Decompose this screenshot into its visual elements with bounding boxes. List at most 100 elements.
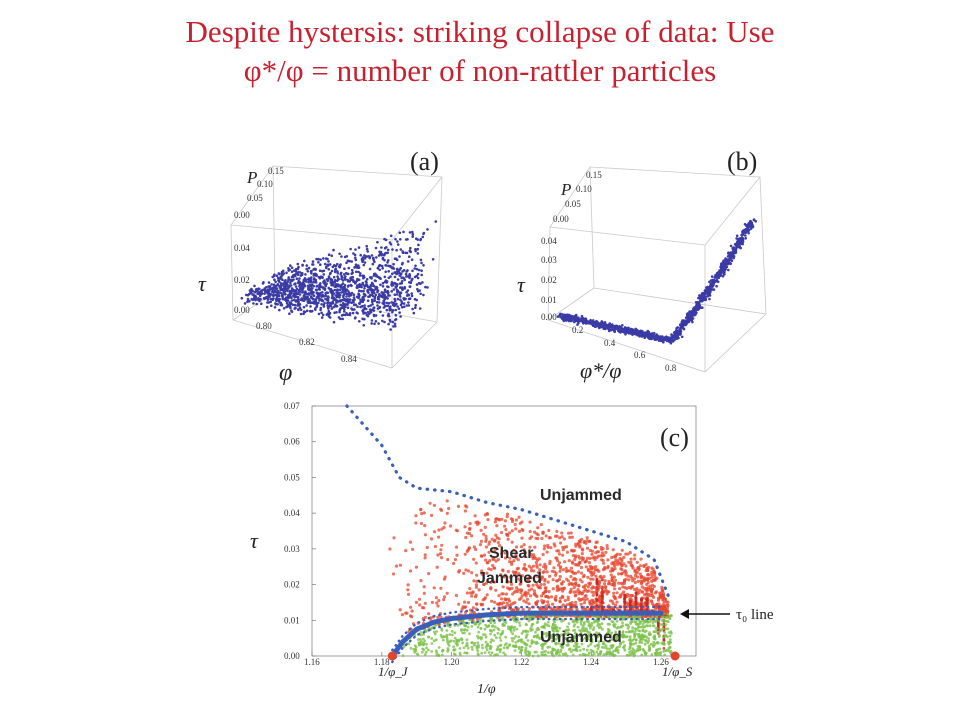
panel-c-red-point: [602, 575, 606, 579]
panel-a-point: [294, 269, 298, 273]
panel-c-red-point: [541, 570, 545, 575]
panel-c-red-point: [600, 551, 605, 555]
panel-c-red-point: [514, 518, 519, 522]
panel-c-red-point: [449, 524, 453, 528]
panel-c-red-point: [643, 593, 647, 597]
panel-a-point: [386, 285, 389, 288]
panel-b-point: [686, 312, 689, 315]
panel-c-red-point: [473, 514, 477, 518]
panel-a-point: [386, 251, 390, 255]
panel-a-point: [257, 298, 260, 302]
panel-c-green-point: [464, 624, 468, 628]
panel-a-point: [275, 274, 279, 278]
panel-c-green-point: [576, 625, 580, 629]
panel-c-green-point: [452, 645, 455, 649]
panel-b-point: [708, 297, 711, 301]
panel-c-red-point: [519, 596, 523, 600]
panel-c-red-point: [551, 587, 555, 591]
panel-c-red-point: [535, 582, 539, 587]
panel-c-red-point: [555, 579, 559, 583]
panel-a-point: [365, 278, 369, 281]
panel-c-green-point: [595, 631, 598, 635]
panel-c-red-point: [398, 563, 402, 567]
panel-b-x-label: φ*/φ: [580, 358, 621, 383]
panel-b-p-tick: 0.10: [576, 184, 592, 194]
panel-a-point: [393, 302, 397, 306]
panel-a-point: [379, 283, 382, 287]
panel-c-red-point: [578, 560, 582, 564]
panel-c-red-point: [634, 597, 638, 601]
panel-a-point: [395, 293, 399, 296]
panel-a-point: [392, 325, 395, 328]
panel-c-red-point: [531, 583, 535, 587]
panel-b-point: [686, 319, 689, 322]
panel-a-point: [375, 274, 378, 277]
panel-c-red-point: [546, 580, 550, 584]
panel-c-red-point: [618, 562, 622, 566]
panel-a-p-tick: 0.15: [268, 166, 284, 176]
panel-a-point: [340, 255, 343, 258]
panel-c-red-point: [419, 521, 423, 526]
panel-a-point: [365, 244, 369, 248]
panel-c-red-point: [521, 607, 525, 612]
panel-c-red-point: [482, 532, 486, 536]
panel-c-green-point: [486, 642, 490, 646]
panel-a-point: [404, 272, 408, 276]
panel-a-point: [364, 280, 368, 283]
panel-a-point: [332, 275, 336, 279]
panel-b-point: [653, 338, 657, 342]
panel-c-red-point: [478, 543, 483, 547]
panel-c-red-point: [392, 536, 396, 540]
panel-b-point: [675, 337, 678, 341]
panel-c-y-tick: 0.00: [284, 651, 300, 661]
panel-c-red-point: [658, 591, 662, 595]
panel-b-point: [566, 318, 570, 321]
panel-c-red-point: [428, 501, 432, 505]
panel-a-point: [366, 299, 370, 303]
panel-a-point: [357, 246, 361, 249]
panel-a-point: [389, 234, 393, 238]
panel-c-green-point: [625, 630, 628, 634]
panel-c-red-point: [576, 570, 581, 574]
panel-a-point: [322, 305, 326, 308]
panel-a-point: [305, 264, 309, 267]
panel-a-point: [408, 276, 411, 280]
panel-c-red-point: [601, 587, 604, 590]
panel-a-point: [338, 265, 342, 269]
panel-a-point: [418, 289, 421, 292]
panel-a-point: [317, 261, 320, 264]
panel-c-red-point: [555, 559, 560, 563]
panel-a-point: [319, 263, 322, 267]
panel-a-point: [391, 248, 394, 251]
panel-a-point: [393, 257, 397, 261]
panel-c-green-point: [612, 649, 616, 653]
panel-c-red-point: [542, 565, 546, 569]
panel-a-point: [251, 293, 255, 296]
panel-c-red-point: [543, 577, 547, 582]
panel-c-red-point: [538, 578, 542, 582]
panel-c-red-point: [439, 615, 443, 619]
panel-a-point: [387, 294, 390, 297]
panel-a-point: [246, 297, 250, 301]
panel-c-green-point: [621, 640, 625, 644]
panel-c-red-point: [538, 563, 542, 567]
panel-b-point: [690, 310, 693, 313]
panel-c-red-point: [443, 521, 447, 525]
panel-c-red-point: [584, 565, 588, 569]
panel-c-red-point: [507, 603, 511, 607]
panel-a-point: [372, 314, 376, 318]
panel-c-red-point: [570, 570, 574, 574]
panel-c-red-point: [640, 585, 644, 589]
panel-b-point: [692, 313, 696, 317]
panel-a-point: [346, 259, 350, 263]
panel-a-point: [301, 264, 304, 267]
panel-c-red-point: [595, 585, 599, 589]
panel-c-green-point: [425, 646, 428, 650]
panel-c-green-point: [499, 633, 503, 637]
panel-a-point: [388, 306, 391, 310]
panel-c-green-point: [546, 646, 550, 649]
panel-a-point: [307, 284, 310, 288]
panel-c-red-point: [542, 600, 546, 604]
panel-c-green-point: [543, 622, 547, 626]
panel-a-point: [251, 289, 254, 293]
